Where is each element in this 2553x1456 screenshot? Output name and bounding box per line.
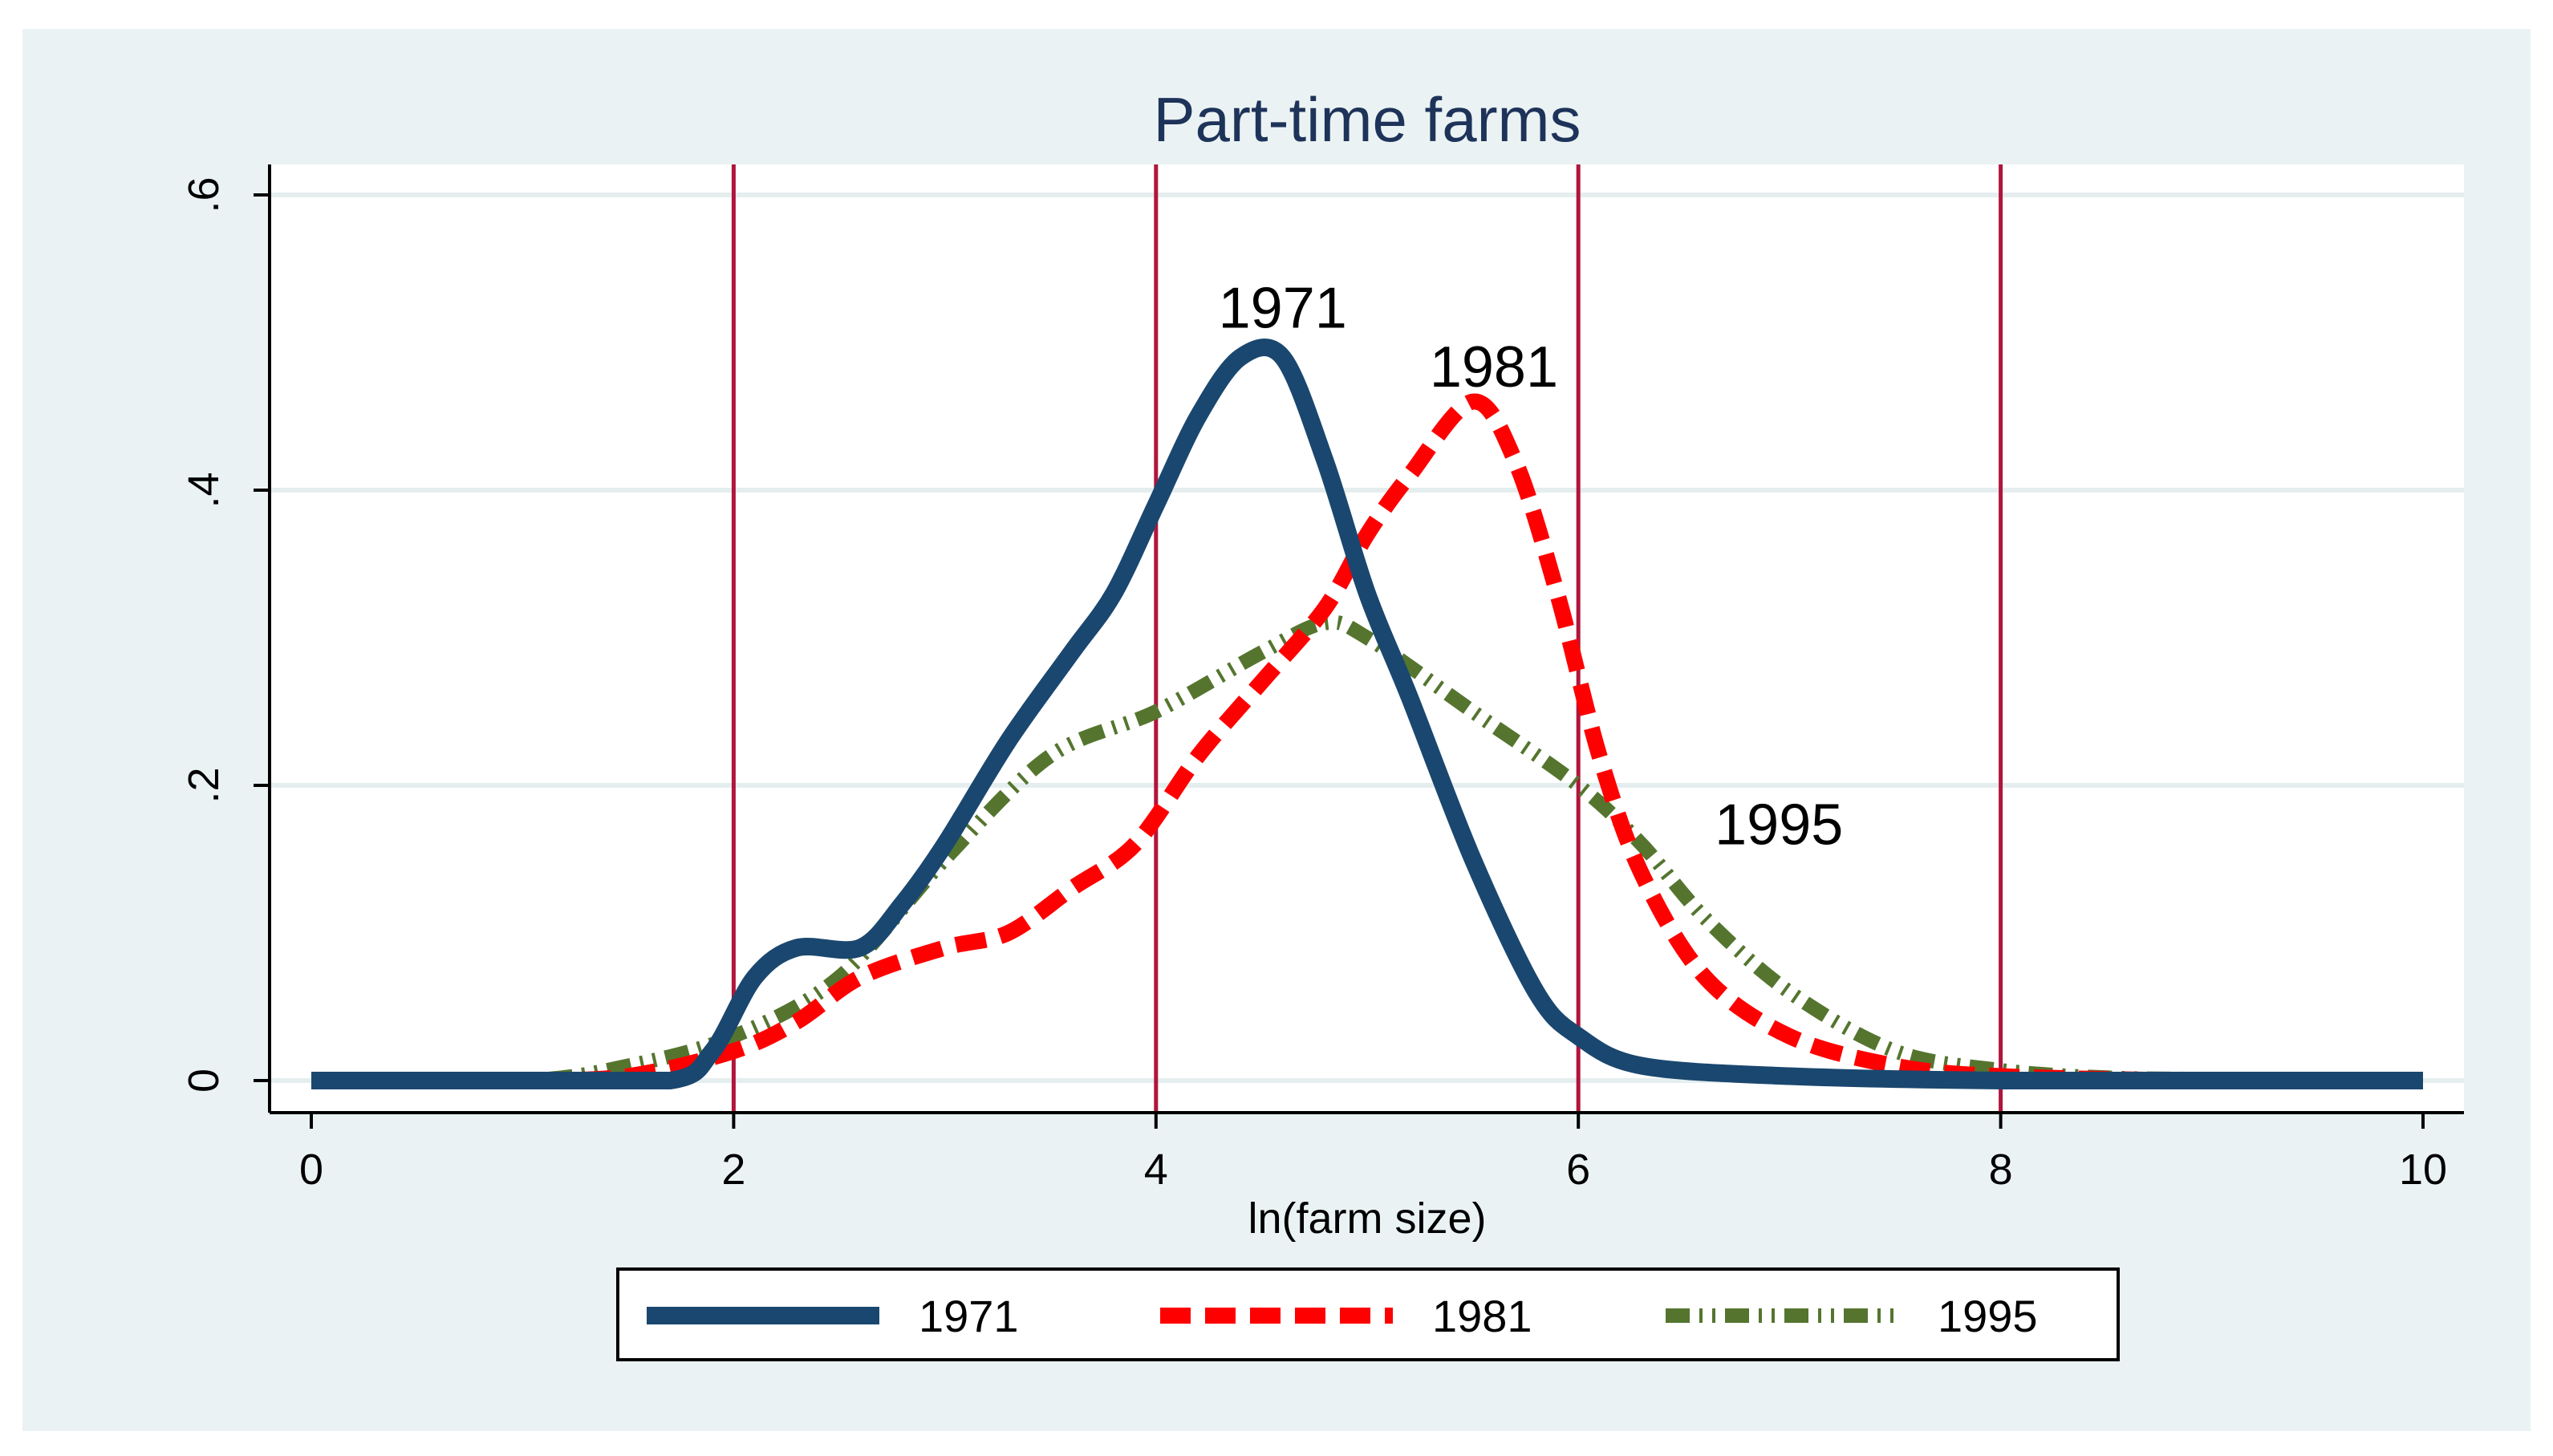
reference-lines <box>731 164 2003 1113</box>
y-tick-label-1: .2 <box>180 767 228 803</box>
annotations: 1971 1981 1995 <box>1219 277 1844 858</box>
annotation-1981: 1981 <box>1430 335 1558 399</box>
x-tick-label-2: 4 <box>1144 1146 1168 1194</box>
y-tick-label-2: .4 <box>180 472 228 508</box>
x-tick-label-4: 8 <box>1989 1146 2013 1194</box>
legend: 1971 1981 1995 <box>616 1267 2120 1361</box>
y-ticks: 0 .2 .4 .6 <box>180 176 270 1093</box>
chart-title: Part-time farms <box>1153 84 1581 155</box>
legend-label-1981: 1981 <box>1432 1291 1532 1341</box>
y-tick-label-3: .6 <box>180 176 228 213</box>
x-tick-label-3: 6 <box>1566 1146 1590 1194</box>
legend-label-1971: 1971 <box>919 1291 1019 1341</box>
x-ticks: 0 2 4 6 8 10 <box>299 1113 2447 1194</box>
series-line-1981 <box>310 393 2423 1089</box>
x-tick-label-5: 10 <box>2399 1146 2447 1194</box>
x-axis-label: ln(farm size) <box>1248 1194 1486 1243</box>
legend-label-1995: 1995 <box>1938 1291 2038 1341</box>
x-tick-label-1: 2 <box>721 1146 745 1194</box>
x-tick-label-0: 0 <box>299 1146 323 1194</box>
series-group <box>310 339 2424 1090</box>
annotation-1971: 1971 <box>1219 277 1347 341</box>
y-tick-label-0: 0 <box>180 1069 228 1093</box>
annotation-1995: 1995 <box>1715 793 1843 858</box>
series-line-1971 <box>310 339 2423 1090</box>
